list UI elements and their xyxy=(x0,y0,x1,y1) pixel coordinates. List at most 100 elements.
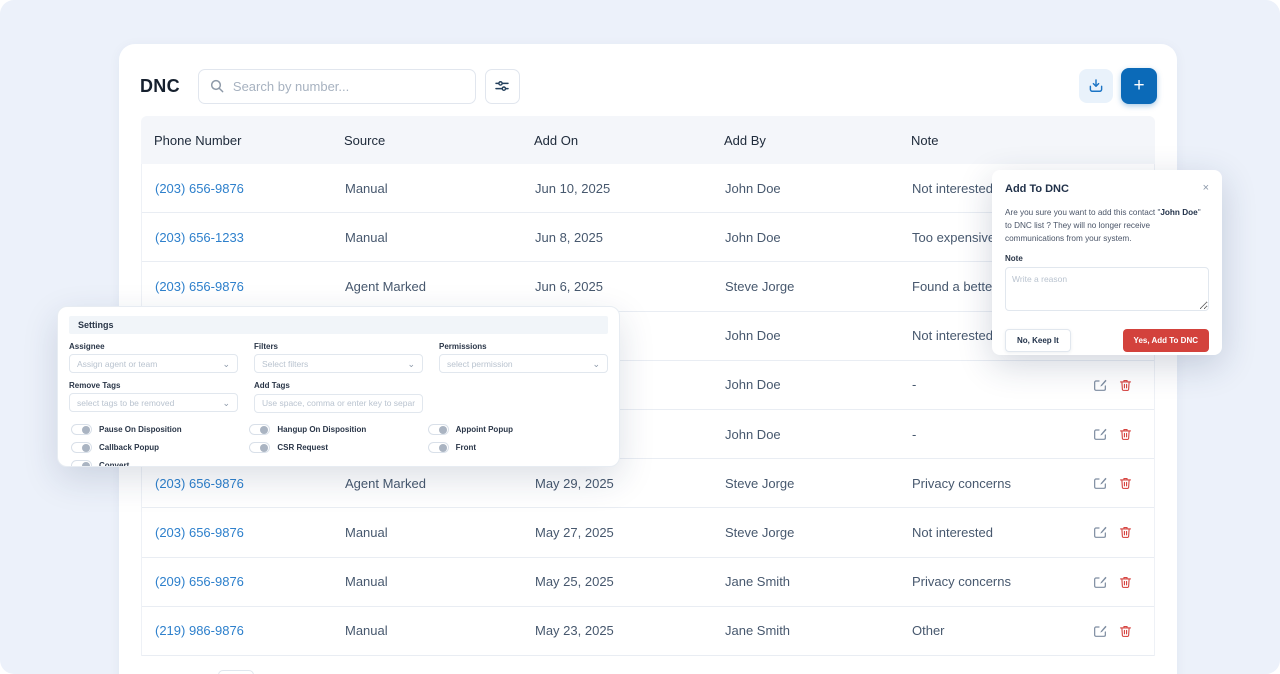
toggle-label: CSR Request xyxy=(277,442,329,452)
settings-fields: Assignee Assign agent or team ⌄ Filters Sele… xyxy=(58,342,619,413)
chevron-down-icon: ⌄ xyxy=(407,358,415,369)
settings-field: Assignee Assign agent or team ⌄ xyxy=(69,342,238,373)
filters-select[interactable]: Select filters ⌄ xyxy=(254,354,423,373)
page-title: DNC xyxy=(140,75,180,96)
cancel-button[interactable]: No, Keep It xyxy=(1005,329,1071,353)
toggle-switch-icon xyxy=(249,441,271,453)
add-by-cell: John Doe xyxy=(712,328,899,343)
modal-text-prefix: Are you sure you want to add this contac… xyxy=(1005,208,1161,217)
toggle-callback-popup[interactable]: Callback Popup xyxy=(71,441,249,453)
toggle-convert[interactable]: Convert xyxy=(71,459,249,467)
delete-button[interactable] xyxy=(1118,524,1133,540)
toggle-label: Front xyxy=(455,442,477,452)
settings-field: Filters Select filters ⌄ xyxy=(254,342,423,373)
phone-link[interactable]: (219) 986-9876 xyxy=(155,623,244,639)
add-on-cell-text: Jun 6, 2025 xyxy=(535,278,603,294)
delete-button[interactable] xyxy=(1118,377,1133,393)
download-button[interactable] xyxy=(1079,69,1113,103)
source-cell-text: Manual xyxy=(345,180,388,196)
delete-button[interactable] xyxy=(1118,475,1133,491)
add-tags-input[interactable] xyxy=(254,393,423,413)
add-on-cell-text: May 25, 2025 xyxy=(535,574,614,590)
add-by-cell: John Doe xyxy=(712,377,899,392)
phone-cell: (219) 986-9876 xyxy=(142,623,332,638)
field-label: Add Tags xyxy=(254,381,290,390)
filter-button[interactable] xyxy=(484,68,520,104)
phone-link[interactable]: (203) 656-9876 xyxy=(155,278,244,294)
edit-button[interactable] xyxy=(1092,426,1108,442)
note-cell-text: - xyxy=(912,377,917,393)
phone-cell: (203) 656-1233 xyxy=(142,230,332,245)
toggle-label: Convert xyxy=(99,460,130,467)
note-cell-text: Privacy concerns xyxy=(912,475,1011,491)
edit-icon xyxy=(1094,625,1107,637)
assignee-select[interactable]: Assign agent or team ⌄ xyxy=(69,354,238,373)
download-icon xyxy=(1089,79,1103,92)
source-cell: Manual xyxy=(332,230,522,245)
phone-link[interactable]: (203) 656-9876 xyxy=(155,475,244,491)
note-textarea[interactable] xyxy=(1005,267,1209,312)
modal-text-suffix: " to DNC list ? They will no longer rece… xyxy=(1005,208,1201,244)
toggle-front[interactable]: Front xyxy=(427,441,606,453)
confirm-button[interactable]: Yes, Add To DNC xyxy=(1122,329,1209,353)
note-cell: Not interested xyxy=(899,525,1088,540)
phone-cell: (203) 656-9876 xyxy=(142,279,332,294)
source-cell-text: Manual xyxy=(345,574,388,590)
phone-link[interactable]: (203) 656-9876 xyxy=(155,524,244,540)
edit-button[interactable] xyxy=(1092,574,1108,590)
delete-button[interactable] xyxy=(1118,574,1133,590)
column-header: Source xyxy=(344,132,386,148)
edit-button[interactable] xyxy=(1092,524,1108,540)
note-cell-text: Too expensive xyxy=(912,229,996,245)
dnc-card: DNC + xyxy=(119,44,1177,674)
column-header: Add By xyxy=(724,132,766,148)
source-cell: Manual xyxy=(332,181,522,196)
phone-cell: (203) 656-9876 xyxy=(142,181,332,196)
table-row: (219) 986-9876 Manual May 23, 2025 Jane Smi… xyxy=(142,606,1154,656)
chevron-down-icon: ⌄ xyxy=(592,358,600,369)
permissions-select[interactable]: select permission ⌄ xyxy=(439,354,608,373)
select-placeholder: Assign agent or team xyxy=(77,358,158,369)
add-to-dnc-modal: Add To DNC × Are you sure you want to ad… xyxy=(992,170,1222,355)
note-cell-text: Not interested xyxy=(912,180,993,196)
settings-title: Settings xyxy=(69,316,608,334)
field-label: Filters xyxy=(254,342,279,351)
search-input[interactable] xyxy=(232,78,465,94)
note-cell-text: Found a bette xyxy=(912,278,993,294)
delete-button[interactable] xyxy=(1118,426,1133,442)
note-cell: Too expensive xyxy=(899,230,1088,245)
toggle-appoint-popup[interactable]: Appoint Popup xyxy=(427,423,606,435)
actions-cell xyxy=(1088,475,1154,491)
note-cell-text: - xyxy=(912,426,917,442)
table-row: (203) 656-9876 Manual Jun 10, 2025 John Doe… xyxy=(142,164,1154,214)
phone-link[interactable]: (203) 656-9876 xyxy=(155,180,244,196)
note-cell-text: Other xyxy=(912,623,945,639)
pagination-control[interactable] xyxy=(218,670,254,674)
add-by-cell-text: Jane Smith xyxy=(725,574,791,590)
phone-link[interactable]: (203) 656-1233 xyxy=(155,229,244,245)
toggle-csr-request[interactable]: CSR Request xyxy=(249,441,427,453)
search-icon xyxy=(210,79,224,93)
phone-link[interactable]: (209) 656-9876 xyxy=(155,574,244,590)
add-dnc-button[interactable]: + xyxy=(1121,68,1157,104)
source-cell-text: Agent Marked xyxy=(345,475,426,491)
edit-button[interactable] xyxy=(1092,377,1108,393)
page-header: DNC + xyxy=(119,44,1177,106)
toggle-hangup-on-disposition[interactable]: Hangup On Disposition xyxy=(249,423,427,435)
field-label: Remove Tags xyxy=(69,381,121,390)
edit-button[interactable] xyxy=(1092,475,1108,491)
remove-tags-select[interactable]: select tags to be removed ⌄ xyxy=(69,393,238,412)
edit-button[interactable] xyxy=(1092,623,1108,639)
note-cell: Not interested xyxy=(899,328,1088,343)
add-on-cell-text: May 27, 2025 xyxy=(535,524,614,540)
delete-button[interactable] xyxy=(1118,623,1133,639)
source-cell: Manual xyxy=(332,574,522,589)
actions-cell xyxy=(1088,623,1154,639)
add-by-cell: John Doe xyxy=(712,181,899,196)
toggle-label: Appoint Popup xyxy=(455,424,513,434)
add-on-cell: May 25, 2025 xyxy=(522,574,712,589)
toggle-switch-icon xyxy=(71,459,92,466)
toggle-pause-on-disposition[interactable]: Pause On Disposition xyxy=(71,423,249,435)
close-icon[interactable]: × xyxy=(1202,182,1209,194)
